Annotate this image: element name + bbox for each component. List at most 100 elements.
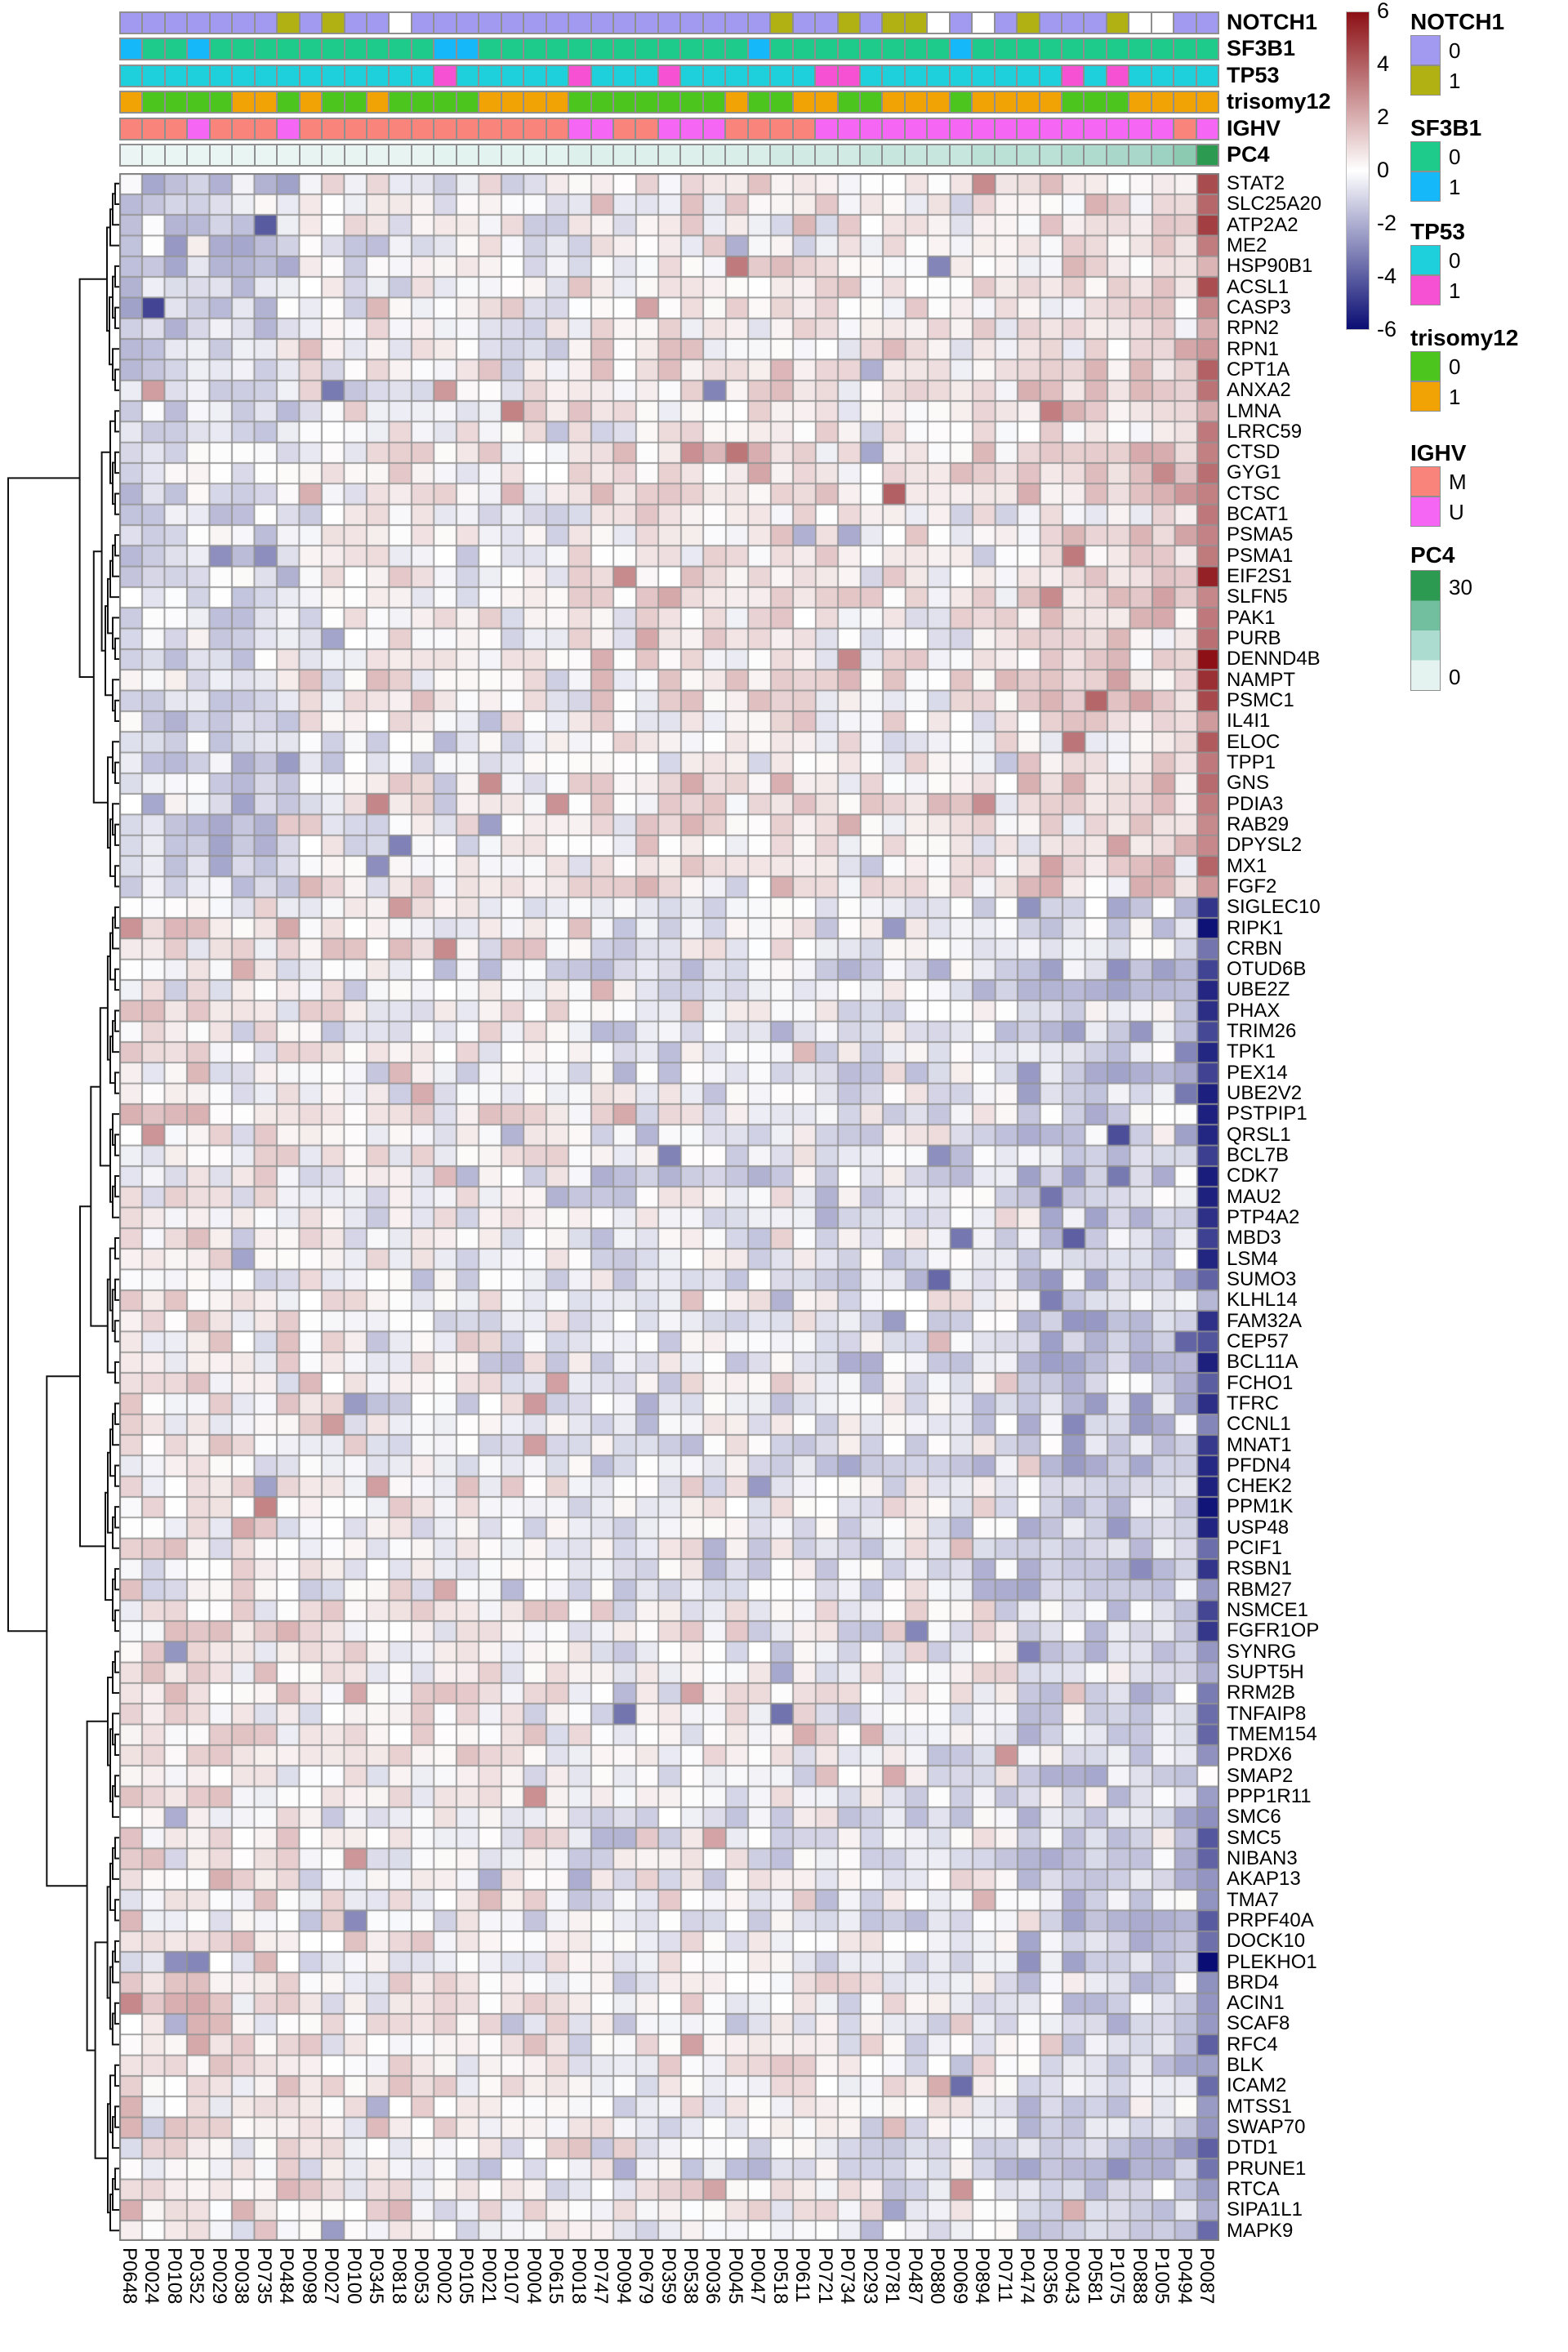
row-label: CRBN [1227,937,1283,960]
column-label: P0108 [163,2247,185,2305]
annotation-cell [792,91,816,114]
row-label: ACIN1 [1227,1992,1285,2015]
legend-title-ighv: IGHV [1410,440,1467,466]
row-label: CPT1A [1227,358,1290,381]
annotation-cell [882,12,905,33]
row-label: PRUNE1 [1227,2157,1307,2180]
legend-entry-label: M [1449,470,1467,494]
row-label: PSMA5 [1227,523,1294,546]
annotation-cell [702,91,726,114]
legend-swatch [1410,245,1441,275]
annotation-cell [1174,65,1196,87]
row-label: MTSS1 [1227,2095,1293,2118]
annotation-cell [747,12,771,33]
annotation-cell [1039,91,1062,114]
annotation-cell [254,38,278,60]
annotation-cell [232,38,255,60]
annotation-cell [1196,118,1219,140]
annotation-cell [523,12,546,33]
annotation-cell [366,12,390,33]
row-label: RPN2 [1227,317,1280,340]
annotation-cell [411,38,434,60]
row-label: SWAP70 [1227,2116,1306,2139]
annotation-cell [546,91,569,114]
row-label: TRIM26 [1227,1020,1297,1043]
legend-title-tp53: TP53 [1410,219,1465,244]
column-label: P0888 [1128,2247,1151,2305]
annotation-cell [1196,65,1219,87]
annotation-cell [657,38,681,60]
annotation-cell [1084,91,1107,114]
annotation-cell [389,91,412,114]
annotation-cell [232,91,255,114]
annotation-cell [1039,38,1062,60]
row-label: ME2 [1227,234,1267,256]
annotation-cell [612,65,636,87]
column-label: P0094 [612,2247,635,2305]
row-label: PHAX [1227,999,1281,1022]
column-label: P0615 [545,2247,568,2305]
column-label: P0352 [185,2247,208,2305]
annotation-cell [1129,38,1152,60]
column-label: P0518 [768,2247,791,2305]
pc4-gradient-legend [1410,570,1441,691]
annotation-cell [635,118,658,140]
annotation-cell [1062,65,1085,87]
annotation-cell [209,118,233,140]
column-label: P0018 [567,2247,590,2305]
colorbar-tick: 0 [1377,158,1390,182]
annotation-cell [568,145,591,166]
annotation-cell [1129,91,1152,114]
annotation-cell [994,91,1018,114]
annotation-cell [590,145,613,166]
annotation-cell [456,118,479,140]
annotation-cell [120,38,143,60]
annotation-cell [568,38,591,60]
row-label: CCNL1 [1227,1413,1291,1436]
column-label: P0711 [993,2247,1016,2303]
annotation-cell [344,118,367,140]
row-label: PRPF40A [1227,1909,1314,1931]
annotation-cell [1174,91,1196,114]
annotation-cell [164,118,188,140]
legend-swatch [1410,466,1441,497]
row-label: ELOC [1227,730,1281,753]
annotation-track-label: PC4 [1227,142,1270,167]
annotation-cell [904,91,928,114]
annotation-cell [747,145,771,166]
row-label: FGFR1OP [1227,1619,1320,1642]
annotation-cell [1129,65,1152,87]
annotation-track-label: IGHV [1227,115,1281,140]
annotation-cell [479,65,501,87]
annotation-cell [523,145,546,166]
legend-swatch [1410,275,1441,305]
colorbar-tick: -4 [1377,264,1397,288]
annotation-track-notch1 [119,11,1219,34]
row-label: OTUD6B [1227,958,1307,981]
annotation-cell [927,12,950,33]
legend-entry-label: U [1449,500,1464,524]
annotation-cell [815,91,838,114]
annotation-cell [815,145,838,166]
annotation-cell [792,38,816,60]
annotation-cell [1151,38,1174,60]
annotation-cell [142,118,165,140]
annotation-track-ighv [119,117,1219,140]
annotation-cell [344,65,367,87]
annotation-cell [590,38,613,60]
legend-swatch [1410,141,1441,172]
annotation-cell [546,118,569,140]
annotation-cell [389,65,412,87]
annotation-cell [837,12,860,33]
annotation-cell [1062,91,1085,114]
annotation-cell [1039,118,1062,140]
row-label: SYNRG [1227,1640,1297,1663]
annotation-cell [1062,145,1085,166]
column-label: P0494 [1173,2247,1196,2305]
annotation-cell [523,65,546,87]
annotation-cell [1017,38,1040,60]
column-label: P0484 [275,2247,298,2305]
annotation-cell [770,91,793,114]
column-label: P0611 [791,2247,814,2303]
